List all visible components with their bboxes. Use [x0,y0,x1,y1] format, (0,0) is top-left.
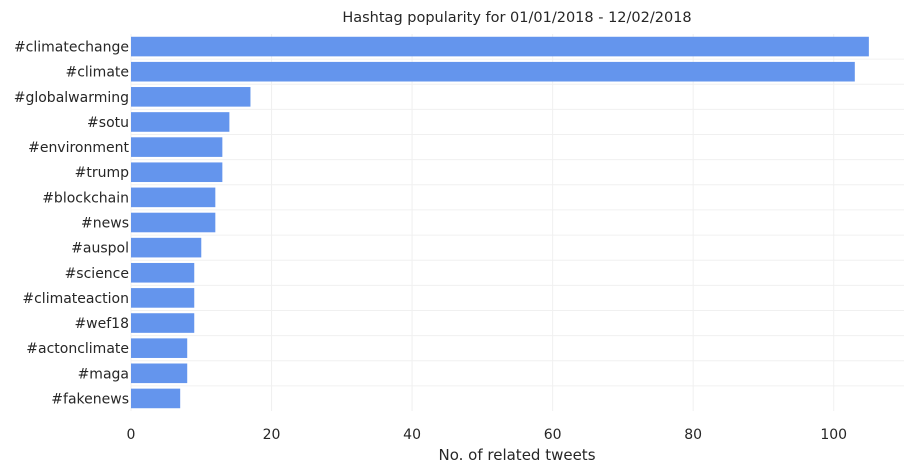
bar [131,338,188,358]
category-label: #trump [75,165,129,181]
category-labels: #climatechange #climate #globalwarming #sot… [14,40,130,408]
category-label: #climatechange [14,40,129,56]
category-label: #actonclimate [26,341,129,357]
x-tick-labels: 0 20 40 60 80 100 [127,427,848,443]
bar [131,187,216,208]
category-label: #blockchain [42,190,129,206]
chart-title: Hashtag popularity for 01/01/2018 - 12/0… [342,10,691,26]
bar [131,237,202,258]
bar [131,363,188,384]
x-tick-label: 20 [263,427,281,443]
category-label: #climateaction [22,291,129,307]
category-label: #auspol [71,241,129,257]
category-label: #climate [65,65,129,81]
bar [131,36,869,57]
bar [131,162,223,183]
x-tick-label: 60 [544,427,562,443]
x-tick-label: 80 [684,427,702,443]
x-axis-label: No. of related tweets [438,446,595,464]
bar [131,87,251,107]
x-tick-label: 40 [403,427,421,443]
x-tick-label: 0 [127,427,136,443]
bar [131,61,855,82]
bar [131,313,195,333]
bar [131,112,230,132]
bar [131,388,181,409]
bar [131,262,195,283]
grid-lines [130,34,904,411]
bar [131,288,195,308]
bar [131,212,216,233]
category-label: #wef18 [74,316,129,332]
bars [131,36,869,409]
category-label: #environment [28,140,129,156]
category-label: #maga [78,366,129,382]
category-label: #globalwarming [14,90,129,106]
bar [131,137,223,157]
category-label: #sotu [87,115,129,131]
category-label: #news [81,216,129,232]
category-label: #science [65,266,129,282]
x-tick-label: 100 [820,427,847,443]
category-label: #fakenews [51,391,129,407]
